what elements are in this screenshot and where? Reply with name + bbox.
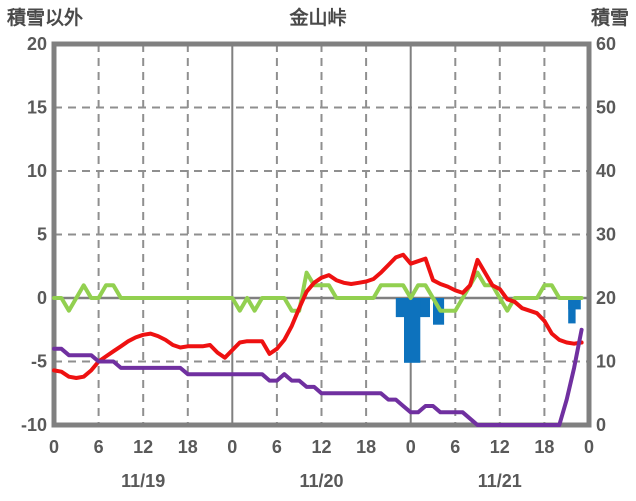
y-axis-tick-label-right: 60: [596, 34, 616, 54]
x-axis-tick-label: 18: [178, 437, 198, 457]
purple-line: [52, 327, 584, 427]
y-axis-tick-label-right: 0: [596, 415, 606, 435]
bar: [404, 298, 421, 363]
date-label: 11/21: [478, 471, 522, 491]
y-axis-tick-label-left: -5: [31, 352, 47, 372]
x-axis-tick-label: 12: [133, 437, 153, 457]
y-axis-tick-label-right: 40: [596, 161, 616, 181]
chart-title: 金山峠: [289, 8, 347, 29]
x-axis-tick-label: 0: [49, 437, 59, 457]
left-axis-title: 積雪以外: [7, 8, 84, 29]
x-axis-tick-label: 18: [534, 437, 554, 457]
x-axis-tick-label: 0: [227, 437, 237, 457]
bar: [568, 298, 576, 324]
right-axis-title: 積雪: [590, 8, 629, 29]
y-axis-tick-label-right: 50: [596, 98, 616, 118]
y-axis-tick-label-right: 20: [596, 288, 616, 308]
y-axis-tick-label-left: 20: [27, 34, 47, 54]
date-label: 11/20: [299, 471, 343, 491]
x-axis-tick-label: 6: [94, 437, 104, 457]
y-axis-tick-label-left: 15: [27, 98, 47, 118]
date-label: 11/19: [121, 471, 165, 491]
y-axis-tick-label-left: -10: [21, 415, 47, 435]
x-axis-tick-label: 12: [490, 437, 510, 457]
x-axis-tick-label: 6: [450, 437, 460, 457]
x-axis-tick-label: 0: [584, 437, 594, 457]
x-axis-tick-label: 18: [356, 437, 376, 457]
y-axis-tick-label-left: 0: [37, 288, 47, 308]
y-axis-tick-label-right: 10: [596, 352, 616, 372]
y-axis-tick-label-left: 10: [27, 161, 47, 181]
x-axis-tick-label: 12: [311, 437, 331, 457]
red-line: [52, 252, 584, 380]
y-axis-tick-label-right: 30: [596, 225, 616, 245]
plot-border: [51, 41, 592, 428]
x-axis-tick-label: 0: [406, 437, 416, 457]
y-axis-tick-label-left: 5: [37, 225, 47, 245]
x-axis-tick-label: 6: [272, 437, 282, 457]
